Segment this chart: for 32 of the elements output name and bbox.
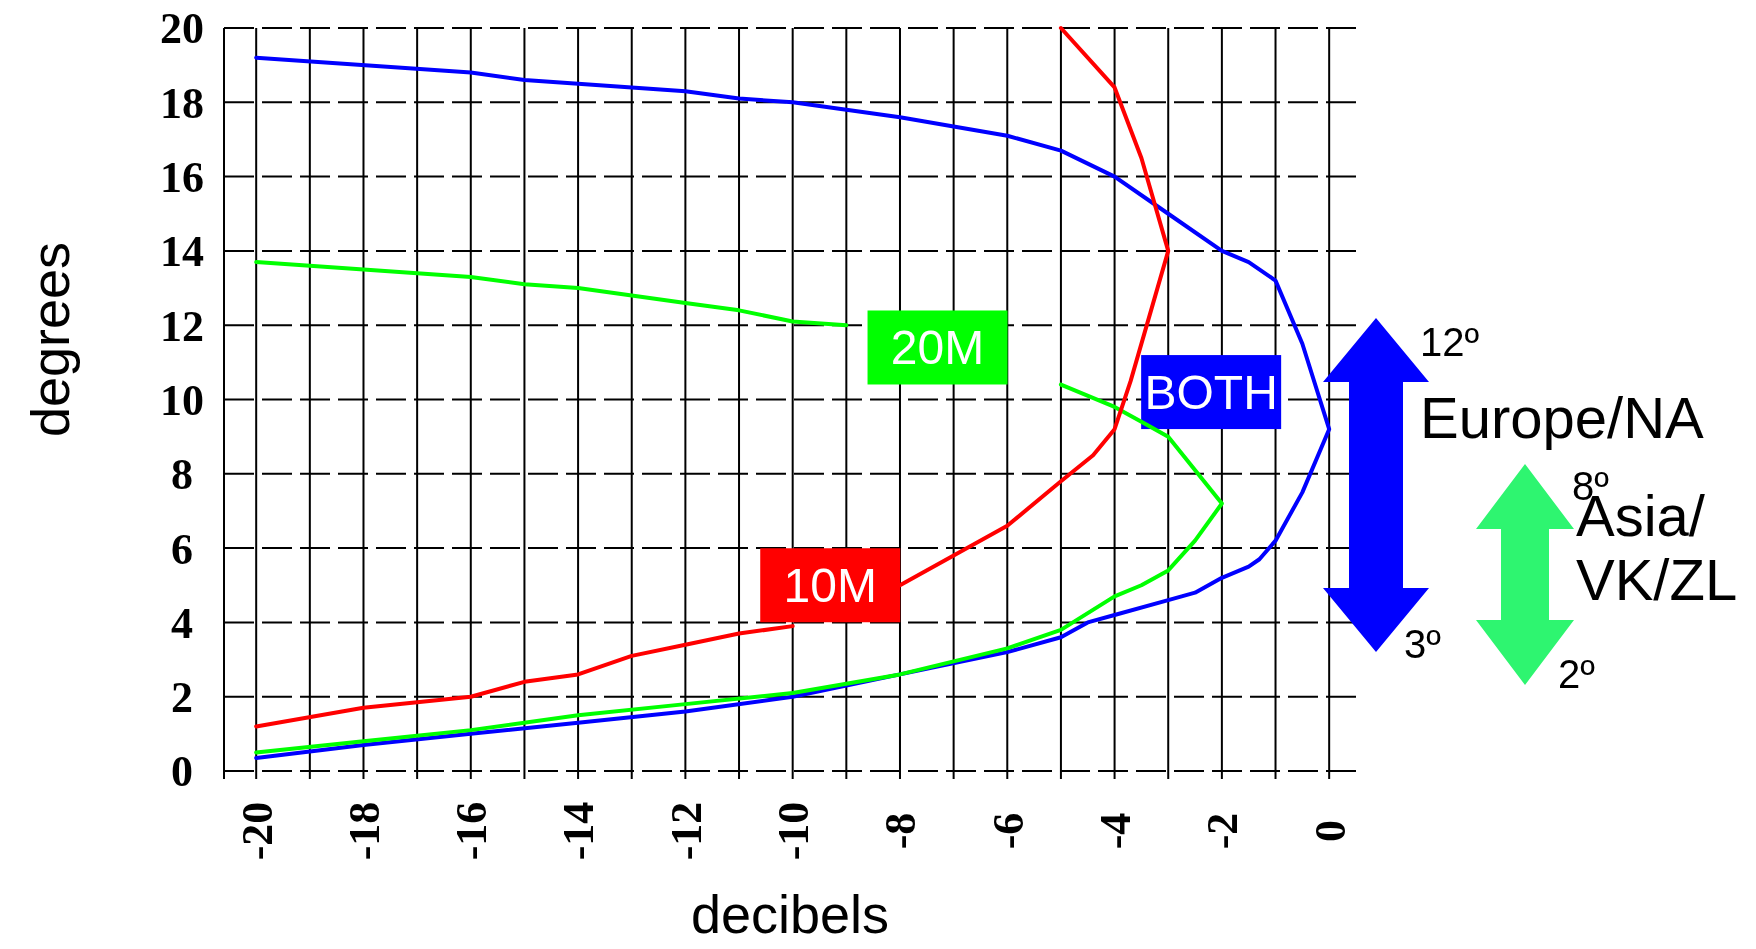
text: 3º — [1404, 622, 1442, 666]
x-tick-label: 0 — [1305, 820, 1355, 842]
y-tick-label: 20 — [160, 4, 204, 54]
x-tick-label: -6 — [983, 812, 1033, 850]
y-tick-label: 0 — [171, 747, 193, 797]
text: 12º — [1420, 320, 1480, 364]
x-tick-label: -16 — [447, 801, 497, 861]
y-tick-label: 2 — [171, 673, 193, 723]
y-tick-label: 8 — [171, 450, 193, 500]
series-label: 20M — [890, 321, 985, 375]
series-label: BOTH — [1144, 366, 1278, 420]
y-tick-label: 14 — [160, 227, 204, 277]
x-tick-label: -10 — [769, 801, 819, 861]
x-tick-label: -8 — [876, 812, 926, 850]
text: 2º — [1558, 652, 1596, 696]
text: Europe/NA — [1420, 385, 1705, 450]
x-tick-label: -2 — [1198, 812, 1248, 850]
y-tick-label: 16 — [160, 153, 204, 202]
x-tick-label: -20 — [232, 801, 282, 861]
line-series — [254, 55, 1332, 760]
y-axis-title: degrees — [19, 241, 80, 438]
y-tick-label: 10 — [160, 375, 204, 425]
series-label: 10M — [783, 559, 877, 613]
x-tick-label: -14 — [554, 801, 604, 861]
x-tick-label: -12 — [661, 801, 711, 861]
x-tick-label: -18 — [339, 801, 389, 861]
y-tick-label: 6 — [171, 524, 193, 574]
x-tick-label: -4 — [1090, 812, 1140, 850]
y-tick-label: 12 — [160, 301, 204, 351]
x-axis-title: decibels — [690, 884, 890, 944]
y-tick-label: 4 — [171, 598, 193, 648]
y-tick-label: 18 — [160, 78, 204, 128]
